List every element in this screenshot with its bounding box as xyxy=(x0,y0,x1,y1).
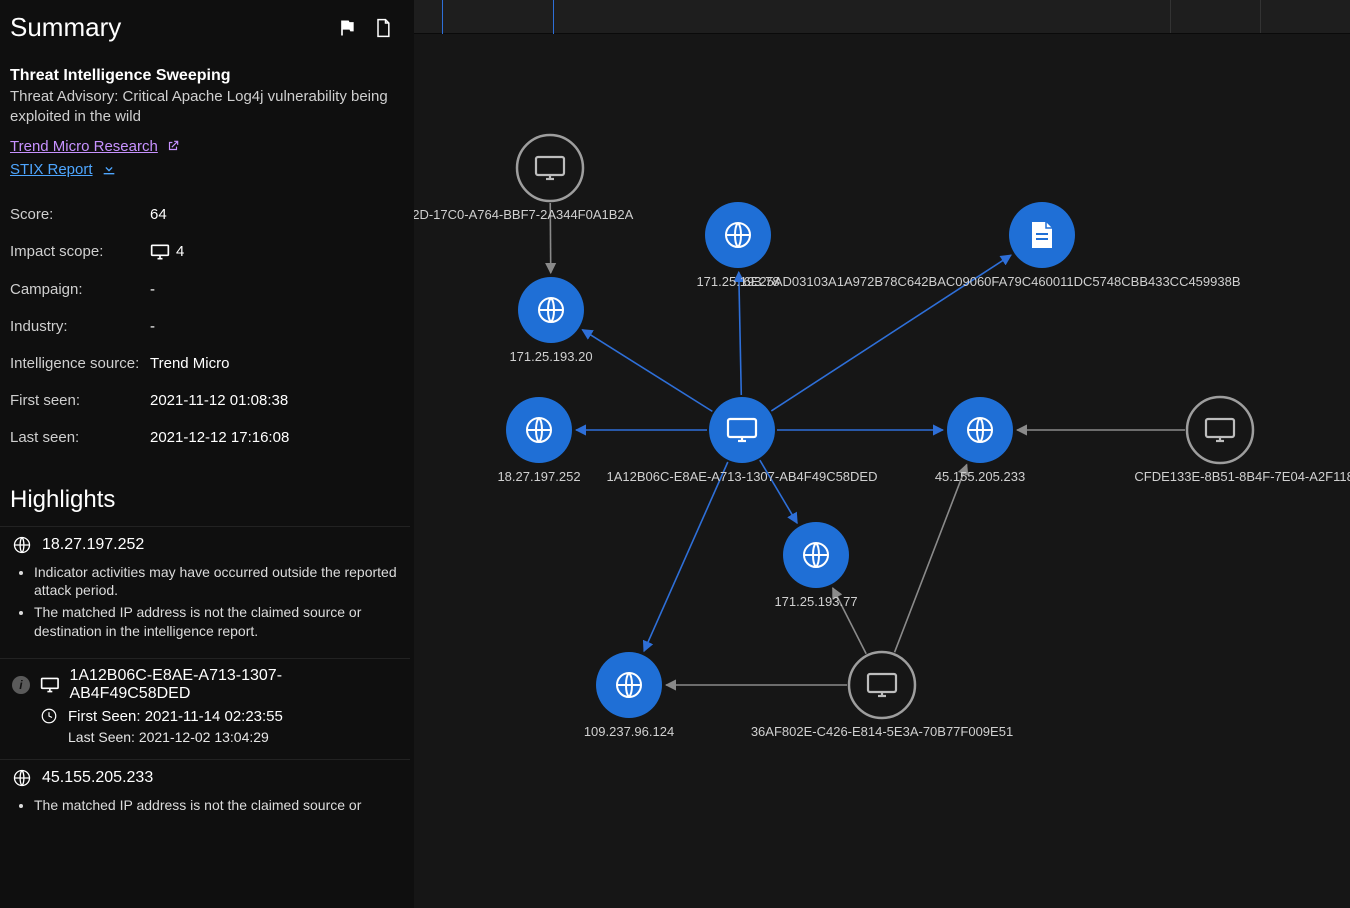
impact-value: 4 xyxy=(150,243,184,261)
highlight-ip: 18.27.197.252 xyxy=(42,536,144,554)
graph-node-label: 171.25.193.77 xyxy=(774,594,857,609)
sidebar: Summary Threat Intelligence Sweeping Thr… xyxy=(0,0,414,908)
last-seen-text: Last Seen: 2021-12-02 13:04:29 xyxy=(68,729,269,745)
globe-icon xyxy=(12,768,32,788)
graph-node-label: 6E25AD03103A1A972B78C642BAC09060FA79C460… xyxy=(743,274,1240,289)
score-value: 64 xyxy=(150,206,167,223)
highlight-item: 18.27.197.252 Indicator activities may h… xyxy=(0,526,410,659)
network-graph[interactable]: 1A12B06C-E8AE-A713-1307-AB4F49C58DED 33C… xyxy=(414,34,1350,908)
graph-edge xyxy=(582,330,712,412)
graph-node[interactable]: CFDE133E-8B51-8B4F-7E04-A2F118AB32 xyxy=(1134,397,1350,484)
first-seen-value: 2021-11-12 01:08:38 xyxy=(150,392,288,409)
monitor-icon xyxy=(150,243,170,261)
last-seen-value: 2021-12-12 17:16:08 xyxy=(150,429,289,446)
document-icon[interactable] xyxy=(372,17,394,39)
graph-node-label: CFDE133E-8B51-8B4F-7E04-A2F118AB32 xyxy=(1134,469,1350,484)
graph-node[interactable]: 45.155.205.233 xyxy=(935,397,1025,484)
graph-edge xyxy=(895,465,967,653)
download-icon xyxy=(101,161,117,177)
graph-node-label: 33C9632D-17C0-A764-BBF7-2A344F0A1B2A xyxy=(414,207,634,222)
threat-title: Threat Intelligence Sweeping xyxy=(10,67,398,85)
graph-node-label: 1A12B06C-E8AE-A713-1307-AB4F49C58DED xyxy=(607,469,878,484)
first-seen-text: First Seen: 2021-11-14 02:23:55 xyxy=(68,708,283,725)
graph-node[interactable]: 18.27.197.252 xyxy=(497,397,580,484)
industry-label: Industry: xyxy=(10,318,150,335)
highlight-ip: 45.155.205.233 xyxy=(42,769,153,787)
highlight-bullet: Indicator activities may have occurred o… xyxy=(34,563,398,601)
highlight-item: i 1A12B06C-E8AE-A713-1307-AB4F49C58DED F… xyxy=(0,658,410,759)
graph-edge xyxy=(644,462,728,651)
summary-title: Summary xyxy=(10,12,121,43)
sidebar-scroll[interactable]: Summary Threat Intelligence Sweeping Thr… xyxy=(0,0,414,908)
graph-panel[interactable]: 1A12B06C-E8AE-A713-1307-AB4F49C58DED 33C… xyxy=(414,0,1350,908)
globe-icon xyxy=(12,535,32,555)
summary-details: Score:64 Impact scope: 4 Campaign:- Indu… xyxy=(10,196,398,456)
graph-node[interactable]: 171.25.193.20 xyxy=(509,277,592,364)
research-link[interactable]: Trend Micro Research xyxy=(10,138,158,155)
graph-node[interactable]: 6E25AD03103A1A972B78C642BAC09060FA79C460… xyxy=(743,202,1240,289)
impact-label: Impact scope: xyxy=(10,243,150,261)
clock-icon xyxy=(40,707,58,725)
industry-value: - xyxy=(150,318,155,335)
score-label: Score: xyxy=(10,206,150,223)
highlight-bullet: The matched IP address is not the claime… xyxy=(34,796,398,815)
source-value: Trend Micro xyxy=(150,355,229,372)
campaign-value: - xyxy=(150,281,155,298)
external-link-icon xyxy=(166,139,180,153)
flag-icon[interactable] xyxy=(336,17,358,39)
graph-node[interactable]: 36AF802E-C426-E814-5E3A-70B77F009E51 xyxy=(751,652,1013,739)
highlight-host: 1A12B06C-E8AE-A713-1307-AB4F49C58DED xyxy=(69,667,398,703)
graph-node[interactable]: 1A12B06C-E8AE-A713-1307-AB4F49C58DED xyxy=(607,397,878,484)
timeline-strip[interactable] xyxy=(414,0,1350,34)
info-icon: i xyxy=(12,676,30,694)
monitor-icon xyxy=(40,676,60,694)
highlights-title: Highlights xyxy=(0,470,410,526)
first-seen-label: First seen: xyxy=(10,392,150,409)
graph-node-label: 109.237.96.124 xyxy=(584,724,674,739)
graph-node-label: 171.25.193.20 xyxy=(509,349,592,364)
graph-node-label: 36AF802E-C426-E814-5E3A-70B77F009E51 xyxy=(751,724,1013,739)
graph-node[interactable]: 109.237.96.124 xyxy=(584,652,674,739)
source-label: Intelligence source: xyxy=(10,355,150,372)
graph-node-label: 45.155.205.233 xyxy=(935,469,1025,484)
highlight-bullet: The matched IP address is not the claime… xyxy=(34,603,398,641)
graph-node[interactable]: 171.25.193.77 xyxy=(774,522,857,609)
campaign-label: Campaign: xyxy=(10,281,150,298)
stix-report-link[interactable]: STIX Report xyxy=(10,161,93,178)
threat-description: Threat Advisory: Critical Apache Log4j v… xyxy=(10,87,398,128)
graph-edge xyxy=(739,272,742,395)
highlight-item: 45.155.205.233 The matched IP address is… xyxy=(0,759,410,832)
last-seen-label: Last seen: xyxy=(10,429,150,446)
graph-node-label: 18.27.197.252 xyxy=(497,469,580,484)
graph-node[interactable]: 33C9632D-17C0-A764-BBF7-2A344F0A1B2A xyxy=(414,135,634,222)
